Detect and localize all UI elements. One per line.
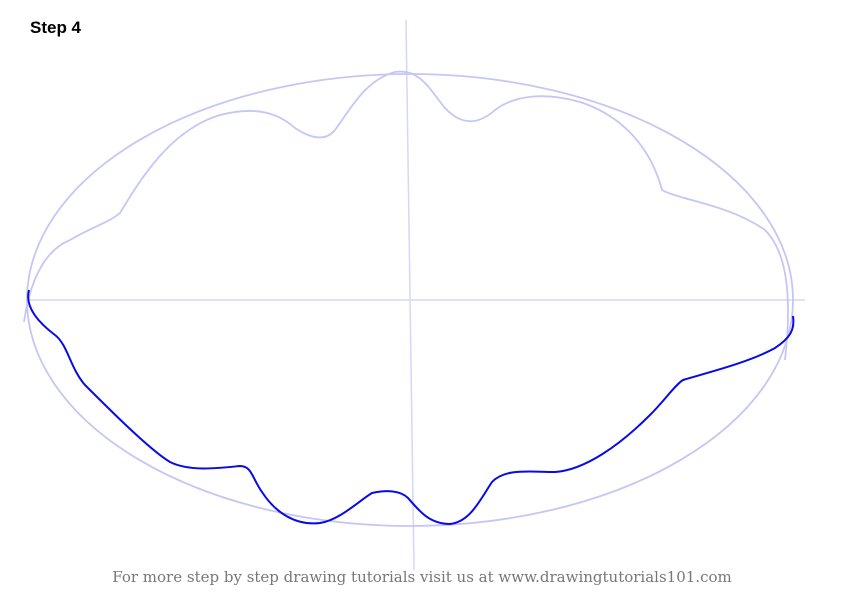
vertical-guide	[405, 19, 415, 571]
lower-wing-outline	[27, 289, 795, 526]
step-title: Step 4	[30, 18, 82, 37]
footer-credit: For more step by step drawing tutorials …	[112, 568, 732, 586]
upper-wing-guide	[23, 70, 789, 361]
guide-ellipse	[26, 73, 794, 527]
